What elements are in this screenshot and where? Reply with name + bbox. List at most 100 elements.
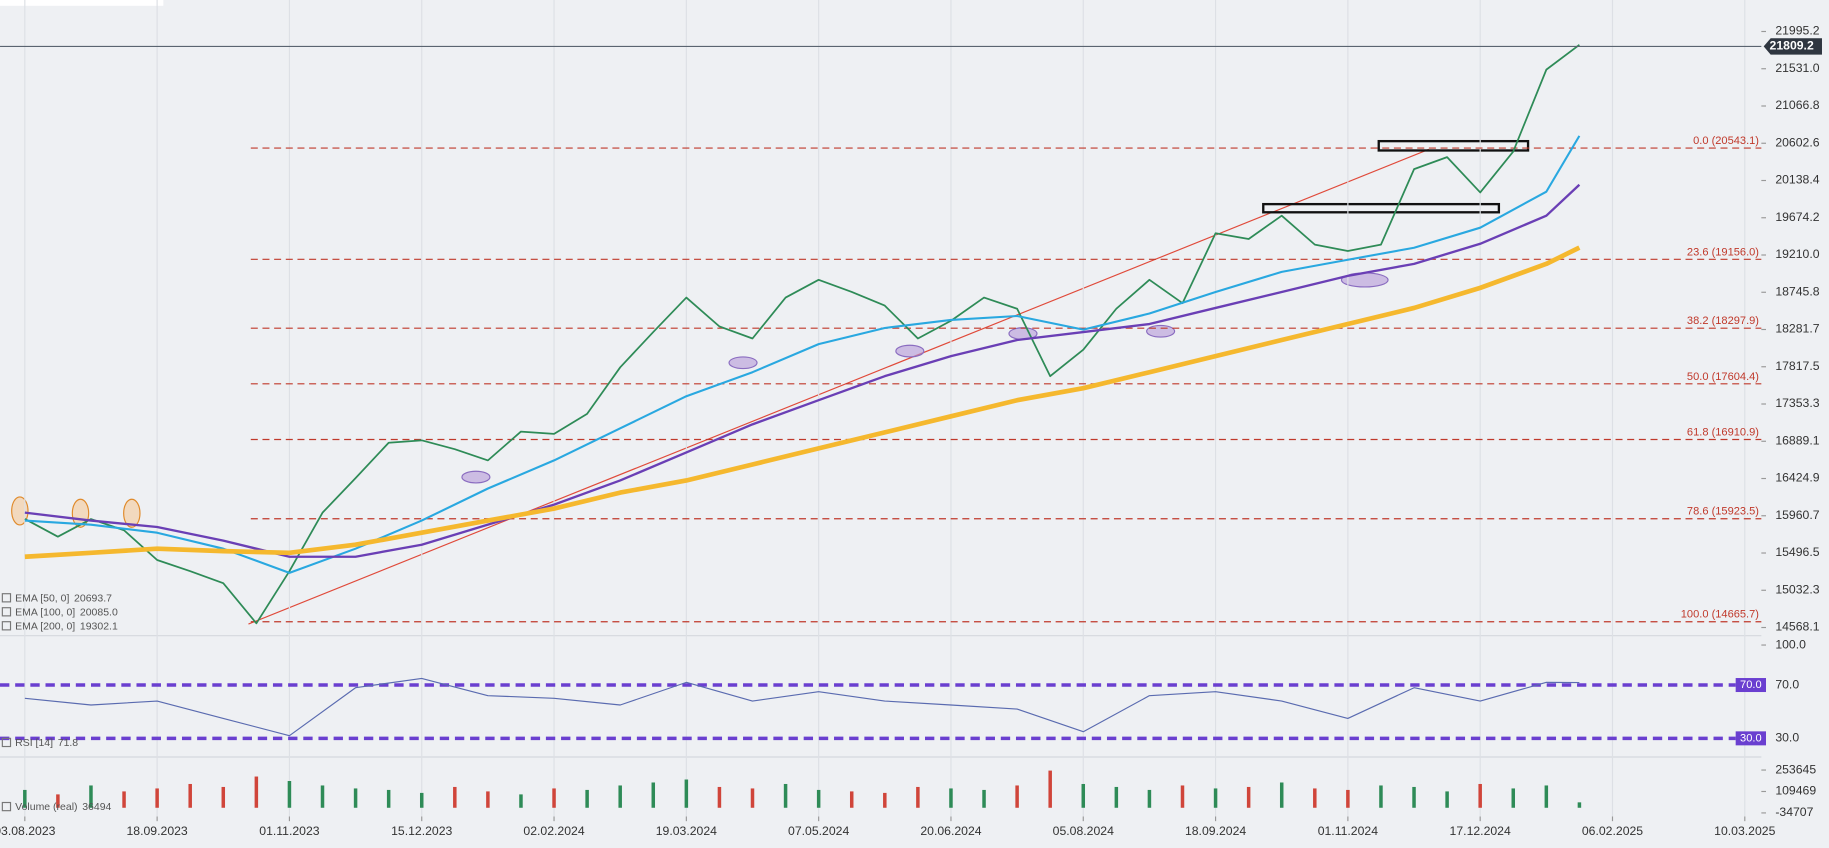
volume-bar — [287, 781, 292, 808]
volume-bar — [651, 782, 656, 808]
support-marker — [461, 470, 491, 484]
x-tick-label: 20.06.2024 — [920, 824, 981, 838]
rsi-level-label: 30.0 — [1740, 732, 1762, 744]
volume-bar — [1246, 786, 1251, 808]
legend-value: 36494 — [82, 802, 111, 813]
volume-bar — [585, 789, 589, 808]
volume-bar — [750, 788, 755, 808]
y-tick-label: 17817.5 — [1775, 359, 1819, 373]
volume-bar — [122, 791, 126, 808]
y-tick-label: 109469 — [1775, 784, 1816, 798]
volume-bar — [1379, 785, 1383, 808]
volume-bar — [1313, 788, 1317, 808]
y-tick-label: 17353.3 — [1775, 396, 1819, 410]
volume-bar — [849, 791, 854, 808]
x-tick-label: 18.09.2023 — [127, 824, 188, 838]
y-tick-label: 100.0 — [1775, 637, 1806, 651]
volume-bar — [618, 785, 622, 808]
y-tick-label: 21995.2 — [1775, 24, 1819, 38]
legend-value: 71.8 — [58, 738, 79, 749]
y-tick-label: 253645 — [1775, 762, 1816, 776]
legend-value: 19302.1 — [80, 621, 118, 632]
y-tick-label: 19674.2 — [1775, 210, 1819, 224]
x-tick-label: 02.02.2024 — [523, 824, 584, 838]
legend-value: 20693.7 — [74, 593, 112, 604]
support-marker — [895, 344, 925, 358]
y-tick-label: 18745.8 — [1775, 284, 1819, 298]
legend-entry: Volume (real) 36494 — [15, 802, 111, 813]
volume-bar — [552, 788, 556, 808]
volume-bar — [453, 786, 457, 808]
x-tick-label: 06.02.2025 — [1582, 824, 1643, 838]
volume-bar — [1114, 786, 1119, 808]
volume-bar — [982, 789, 986, 808]
volume-bar — [1412, 786, 1416, 808]
x-tick-label: 18.09.2024 — [1185, 824, 1246, 838]
support-marker — [728, 356, 758, 370]
volume-bar — [1180, 785, 1185, 808]
volume-bar — [89, 785, 93, 808]
volume-bar — [1147, 789, 1152, 808]
volume-bar — [155, 788, 159, 808]
volume-bar — [1544, 785, 1549, 808]
volume-bar — [23, 789, 27, 808]
legend-name: EMA [100, 0] — [15, 607, 75, 618]
legend-name: RSI [14] — [15, 738, 53, 749]
support-marker — [1146, 324, 1176, 338]
volume-bar — [1081, 783, 1086, 808]
volume-bar — [1048, 770, 1052, 808]
y-tick-label: 20602.6 — [1775, 135, 1819, 149]
volume-bar — [684, 779, 689, 808]
volume-bar — [486, 791, 490, 808]
y-tick-label: 21066.8 — [1775, 98, 1819, 112]
legend-icon — [1, 621, 12, 631]
x-tick-label: 17.12.2024 — [1450, 824, 1511, 838]
legend-value: 20085.0 — [80, 607, 118, 618]
y-tick-label: 15032.3 — [1775, 582, 1819, 596]
x-tick-label: 05.08.2024 — [1053, 824, 1114, 838]
legend-name: EMA [50, 0] — [15, 593, 69, 604]
volume-bar — [916, 786, 920, 808]
volume-bar — [1279, 782, 1284, 808]
series-line — [24, 44, 1580, 625]
volume-bar — [717, 786, 722, 808]
legend-entry: EMA [100, 0] 20085.0 — [15, 607, 118, 618]
y-tick-label: 30.0 — [1775, 731, 1799, 745]
legend-icon — [1, 607, 12, 617]
legend-icon — [1, 737, 12, 748]
y-tick-label: 19210.0 — [1775, 247, 1819, 261]
resistance-box — [1262, 202, 1501, 214]
top-marker — [123, 498, 141, 528]
rsi-level-box — [1735, 678, 1766, 693]
x-tick-label: 03.08.2023 — [0, 824, 56, 838]
legend-icon — [1, 801, 12, 812]
x-tick-label: 07.05.2024 — [788, 824, 849, 838]
legend-name: EMA [200, 0] — [15, 621, 75, 632]
last-price-tag — [1763, 38, 1822, 55]
top-marker — [11, 496, 29, 526]
volume-bar — [419, 792, 424, 808]
series-line — [24, 183, 1581, 558]
volume-bar — [783, 783, 788, 808]
resistance-box — [1377, 139, 1530, 152]
legend-entry: EMA [50, 0] 20693.7 — [15, 593, 112, 604]
legend-entry: RSI [14] 71.8 — [15, 738, 78, 749]
volume-bar — [1213, 788, 1218, 808]
x-tick-label: 01.11.2024 — [1318, 824, 1379, 838]
x-tick-label: 15.12.2023 — [391, 824, 452, 838]
legend-name: Volume (real) — [15, 802, 77, 813]
series-line — [24, 135, 1581, 574]
fib-label: 100.0 (14665.7) — [1681, 609, 1759, 621]
y-tick-label: 16889.1 — [1775, 433, 1819, 447]
y-tick-label: 20138.4 — [1775, 173, 1819, 187]
y-tick-label: 15960.7 — [1775, 508, 1819, 522]
fib-label: 38.2 (18297.9) — [1687, 315, 1759, 327]
volume-bar — [519, 794, 523, 808]
legend-icon — [1, 593, 12, 603]
fib-label: 50.0 (17604.4) — [1687, 371, 1759, 383]
y-tick-label: 14568.1 — [1775, 620, 1819, 634]
series-line — [24, 245, 1581, 560]
volume-bar — [221, 786, 226, 808]
